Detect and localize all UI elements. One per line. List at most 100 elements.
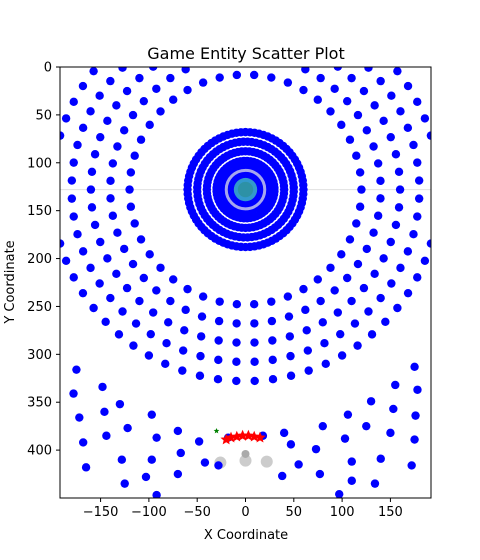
outer_rings-point	[393, 303, 402, 313]
y-tick-label: 300	[27, 348, 52, 363]
green-marker	[213, 427, 220, 434]
outer_rings-point	[316, 73, 325, 83]
outer_rings-point	[353, 110, 363, 120]
outer_rings-point	[61, 256, 71, 265]
star-marker	[236, 429, 249, 441]
outer_rings-point	[355, 168, 365, 177]
outer_rings-point	[69, 273, 78, 282]
outer_rings-point	[249, 300, 259, 309]
x-tick-label: −50	[183, 505, 210, 520]
outer_rings-point	[333, 67, 342, 71]
outer_rings-point	[78, 123, 88, 133]
outer_rings-point	[355, 202, 365, 211]
outer_rings-point	[284, 312, 294, 321]
outer_rings-point	[318, 318, 327, 327]
outer_rings-point	[381, 317, 390, 326]
outer_rings-point	[376, 194, 385, 203]
lower-point	[81, 463, 91, 472]
y-tick-label: 0	[44, 61, 52, 76]
outer_rings-point	[86, 107, 95, 116]
outer_rings-point	[426, 239, 431, 248]
outer_rings-point	[379, 116, 388, 126]
star-marker	[248, 430, 260, 442]
outer_rings-point	[112, 101, 121, 110]
outer_rings-point	[431, 149, 439, 157]
outer_rings-point	[136, 235, 146, 244]
outer_rings-point	[183, 85, 192, 95]
lower-point	[173, 426, 183, 436]
outer_rings-point	[302, 326, 311, 335]
outer_rings-point	[393, 67, 402, 76]
lower-point	[386, 428, 395, 438]
outer_rings-point	[215, 297, 224, 306]
outer_rings-point	[267, 316, 277, 326]
outer_rings-point	[130, 151, 139, 160]
lower-point	[370, 479, 380, 488]
outer_rings-point	[152, 286, 161, 295]
outer_rings-point	[268, 355, 277, 365]
y-tick-label: 200	[27, 252, 52, 267]
x-tick-label: −100	[131, 505, 167, 520]
outer_rings-point	[352, 151, 361, 160]
lower-point	[173, 469, 183, 479]
outer_rings-point	[364, 307, 373, 316]
outer_rings-point	[178, 366, 187, 375]
y-tick-label: 250	[27, 300, 52, 315]
outer_rings-point	[198, 78, 208, 87]
outer_rings-point	[196, 351, 205, 361]
outer_rings-point	[386, 237, 395, 247]
lower-point	[100, 407, 109, 416]
outer_rings-point	[169, 275, 178, 284]
outer_rings-point	[232, 338, 241, 347]
outer_rings-point	[396, 263, 405, 273]
outer_rings-point	[387, 279, 396, 288]
outer_rings-point	[394, 167, 404, 177]
outer_rings-point	[431, 222, 439, 230]
outer_rings-point	[347, 73, 356, 83]
outer_rings-point	[119, 126, 129, 135]
outer_rings-point	[135, 73, 144, 83]
outer_rings-point	[114, 330, 124, 339]
outer_rings-point	[119, 244, 129, 254]
outer_rings-point	[373, 211, 383, 220]
outer_rings-point	[413, 273, 422, 282]
outer_rings-point	[125, 185, 134, 194]
outer_rings-point	[353, 259, 363, 269]
x-axis: −150 −100 −50 0 50 100 150	[83, 498, 403, 520]
lower-point	[413, 385, 422, 394]
outer_rings-point	[369, 142, 378, 151]
outer_rings-point	[342, 96, 352, 106]
y-axis-label: Y Coordinate	[3, 240, 18, 324]
outer_rings-point	[214, 316, 224, 326]
outer_rings-point	[316, 296, 325, 306]
outer_rings-point	[403, 247, 413, 256]
outer_rings-point	[286, 351, 295, 361]
outer_rings-point	[86, 185, 96, 194]
outer_rings-point	[78, 81, 88, 91]
data-marks	[52, 67, 439, 498]
outer_rings-point	[369, 228, 378, 237]
inner_rings-point	[279, 181, 289, 191]
outer_rings-point	[336, 329, 345, 339]
outer_rings-point	[61, 114, 71, 123]
outer_rings-point	[178, 346, 188, 355]
outer_rings-point	[131, 319, 141, 328]
outer_rings-point	[337, 120, 346, 130]
outer_rings-point	[122, 283, 132, 293]
outer_rings-point	[113, 228, 122, 237]
outer_rings-point	[403, 288, 413, 298]
outer_rings-point	[320, 339, 329, 348]
outer_rings-point	[362, 126, 372, 135]
lower-point	[147, 410, 156, 419]
outer_rings-point	[413, 97, 422, 107]
y-tick-label: 150	[27, 204, 52, 219]
outer_rings-point	[166, 73, 175, 83]
outer_rings-point	[101, 317, 110, 326]
outer_rings-point	[152, 84, 161, 93]
outer_rings-point	[67, 194, 77, 203]
lower-point	[115, 399, 125, 409]
outer_rings-point	[52, 149, 60, 157]
outer_rings-point	[106, 194, 115, 203]
outer_rings-point	[347, 296, 356, 306]
outer_rings-point	[376, 293, 385, 303]
